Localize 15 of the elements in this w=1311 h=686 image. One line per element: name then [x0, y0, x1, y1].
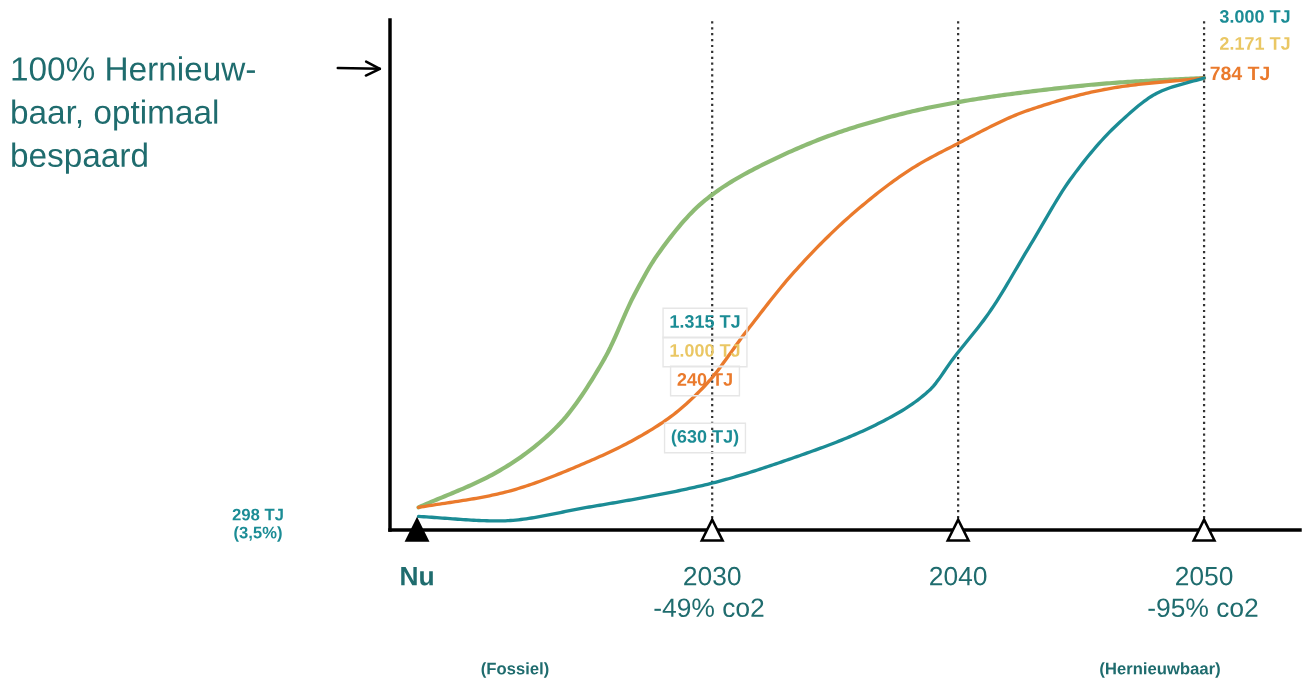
text: (Hernieuwbaar)	[1100, 662, 1220, 678]
x-tick-label: Nu	[401, 567, 433, 586]
text: 3.000 TJ	[1219, 10, 1290, 23]
annotation: 1.315 TJ	[670, 315, 740, 328]
x-tick-label: 2030	[684, 566, 741, 586]
text: 298 TJ (3,5%)	[232, 508, 283, 542]
text: -49% co2	[654, 598, 764, 618]
text: -95% co2	[1148, 598, 1258, 618]
annotation: (630 TJ)	[671, 429, 739, 447]
x-tick-label: 2040	[930, 566, 987, 586]
text: (Fossiel)	[481, 662, 549, 678]
annotation: 784 TJ	[1210, 66, 1269, 81]
text: 100% Hernieuw- baar, optimaal bespaard	[12, 56, 255, 174]
text: 2.171 TJ	[1219, 37, 1290, 50]
x-tick-label: 2050	[1176, 566, 1233, 586]
